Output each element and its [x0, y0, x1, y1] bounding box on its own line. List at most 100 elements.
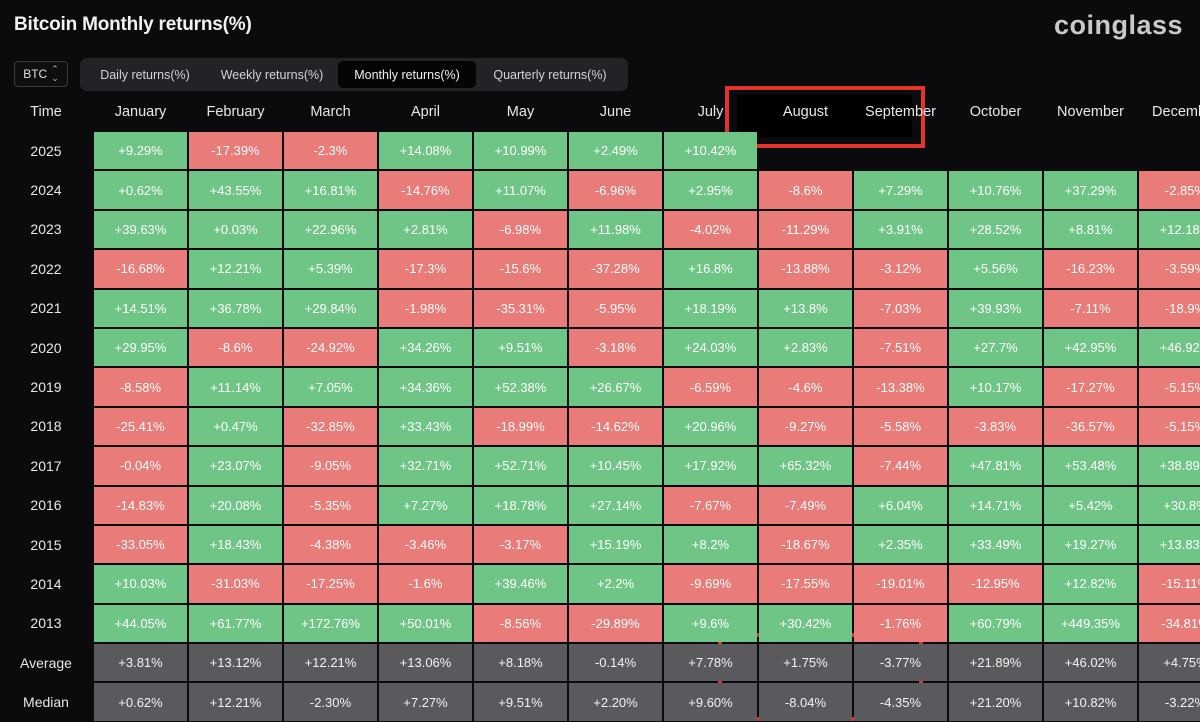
return-cell: -16.23%: [1044, 250, 1137, 288]
return-cell: +53.48%: [1044, 447, 1137, 485]
summary-cell: -4.35%: [854, 683, 947, 721]
return-cell: +47.81%: [949, 447, 1042, 485]
return-cell: +172.76%: [284, 604, 377, 643]
return-cell: -19.01%: [854, 565, 947, 603]
return-cell: -17.27%: [1044, 368, 1137, 406]
year-label: 2022: [30, 260, 62, 277]
return-cell: +65.32%: [759, 447, 852, 485]
return-cell: +20.08%: [189, 486, 282, 524]
return-cell: -7.03%: [854, 289, 947, 327]
return-cell: +2.95%: [664, 171, 757, 209]
return-cell: +9.29%: [94, 132, 187, 170]
summary-cell: +21.89%: [949, 644, 1042, 682]
return-cell: -5.58%: [854, 407, 947, 446]
page-title: Bitcoin Monthly returns(%): [14, 14, 252, 35]
return-cell: +2.49%: [569, 132, 662, 170]
return-cell: -4.02%: [664, 210, 757, 249]
return-cell: -15.11%: [1139, 565, 1200, 603]
return-cell: -17.25%: [284, 565, 377, 603]
column-header-month: May: [506, 103, 535, 120]
tab-weekly-returns[interactable]: Weekly returns(%): [220, 67, 324, 82]
return-cell: +18.78%: [474, 486, 567, 524]
return-cell: +7.27%: [379, 486, 472, 524]
year-label: 2021: [30, 300, 62, 317]
return-cell: -8.6%: [189, 328, 282, 367]
return-cell: -3.83%: [949, 407, 1042, 446]
summary-cell: +9.51%: [474, 683, 567, 721]
asset-select[interactable]: BTC ⌃ ⌄: [14, 61, 68, 87]
return-cell: +13.8%: [759, 289, 852, 327]
return-cell: -24.92%: [284, 328, 377, 367]
return-cell: +50.01%: [379, 604, 472, 643]
asset-select-value: BTC: [23, 67, 48, 81]
summary-cell: +0.62%: [94, 683, 187, 721]
return-cell: [759, 132, 852, 169]
return-cell: +3.91%: [854, 210, 947, 249]
monthly-returns-table: Time January February March April May June July…: [0, 92, 1200, 722]
column-header-month: August: [782, 103, 829, 120]
return-cell: -3.18%: [569, 328, 662, 367]
return-cell: -12.95%: [949, 565, 1042, 603]
return-cell: +43.55%: [189, 171, 282, 209]
return-cell: +11.07%: [474, 171, 567, 209]
summary-cell: +4.75%: [1139, 644, 1200, 682]
return-cell: -11.29%: [759, 210, 852, 249]
column-header-month: September: [865, 103, 936, 120]
return-cell: +32.71%: [379, 447, 472, 485]
return-cell: -2.85%: [1139, 171, 1200, 209]
return-cell: -8.58%: [94, 368, 187, 406]
return-cell: +0.62%: [94, 171, 187, 209]
return-cell: +52.71%: [474, 447, 567, 485]
return-cell: -9.05%: [284, 447, 377, 485]
tab-monthly-returns[interactable]: Monthly returns(%): [338, 61, 476, 88]
return-cell: +15.19%: [569, 525, 662, 564]
return-cell: +5.42%: [1044, 486, 1137, 524]
summary-row-label: Median: [23, 694, 69, 711]
return-cell: +12.21%: [189, 250, 282, 288]
return-cell: -32.85%: [284, 407, 377, 446]
highlight-header-background: [737, 95, 912, 137]
return-cell: +9.6%: [664, 604, 757, 643]
return-cell: +52.38%: [474, 368, 567, 406]
return-cell: -5.15%: [1139, 368, 1200, 406]
return-cell: +37.29%: [1044, 171, 1137, 209]
return-cell: +13.83%: [1139, 525, 1200, 564]
return-cell: +449.35%: [1044, 604, 1137, 643]
tab-quarterly-returns[interactable]: Quarterly returns(%): [493, 67, 607, 82]
return-cell: -35.31%: [474, 289, 567, 327]
return-cell: +8.81%: [1044, 210, 1137, 249]
return-cell: -17.39%: [189, 132, 282, 170]
return-cell: +18.43%: [189, 525, 282, 564]
return-cell: [1044, 132, 1137, 169]
return-cell: -7.49%: [759, 486, 852, 524]
return-cell: +18.19%: [664, 289, 757, 327]
return-cell: +36.78%: [189, 289, 282, 327]
return-cell: -14.83%: [94, 486, 187, 524]
return-cell: +2.35%: [854, 525, 947, 564]
return-cell: -7.44%: [854, 447, 947, 485]
year-label: 2018: [30, 418, 62, 435]
return-cell: +0.47%: [189, 407, 282, 446]
column-header-month: December: [1152, 103, 1200, 120]
return-cell: +19.27%: [1044, 525, 1137, 564]
column-header-month: March: [310, 103, 351, 120]
return-cell: -5.15%: [1139, 407, 1200, 446]
summary-cell: +7.27%: [379, 683, 472, 721]
year-label: 2014: [30, 575, 62, 592]
tab-daily-returns[interactable]: Daily returns(%): [100, 67, 190, 82]
return-cell: -1.76%: [854, 604, 947, 643]
brand-logo[interactable]: coinglass: [1053, 10, 1183, 40]
return-cell: -4.38%: [284, 525, 377, 564]
summary-cell: -8.04%: [759, 683, 852, 721]
summary-row-label: Average: [20, 654, 72, 671]
return-cell: +42.95%: [1044, 328, 1137, 367]
return-cell: +8.2%: [664, 525, 757, 564]
return-cell: +5.56%: [949, 250, 1042, 288]
return-cell: +2.2%: [569, 565, 662, 603]
return-cell: [949, 132, 1042, 169]
return-cell: +27.14%: [569, 486, 662, 524]
column-header-month: October: [969, 103, 1022, 120]
return-cell: +22.96%: [284, 210, 377, 249]
return-cell: +38.89%: [1139, 447, 1200, 485]
return-cell: +10.76%: [949, 171, 1042, 209]
